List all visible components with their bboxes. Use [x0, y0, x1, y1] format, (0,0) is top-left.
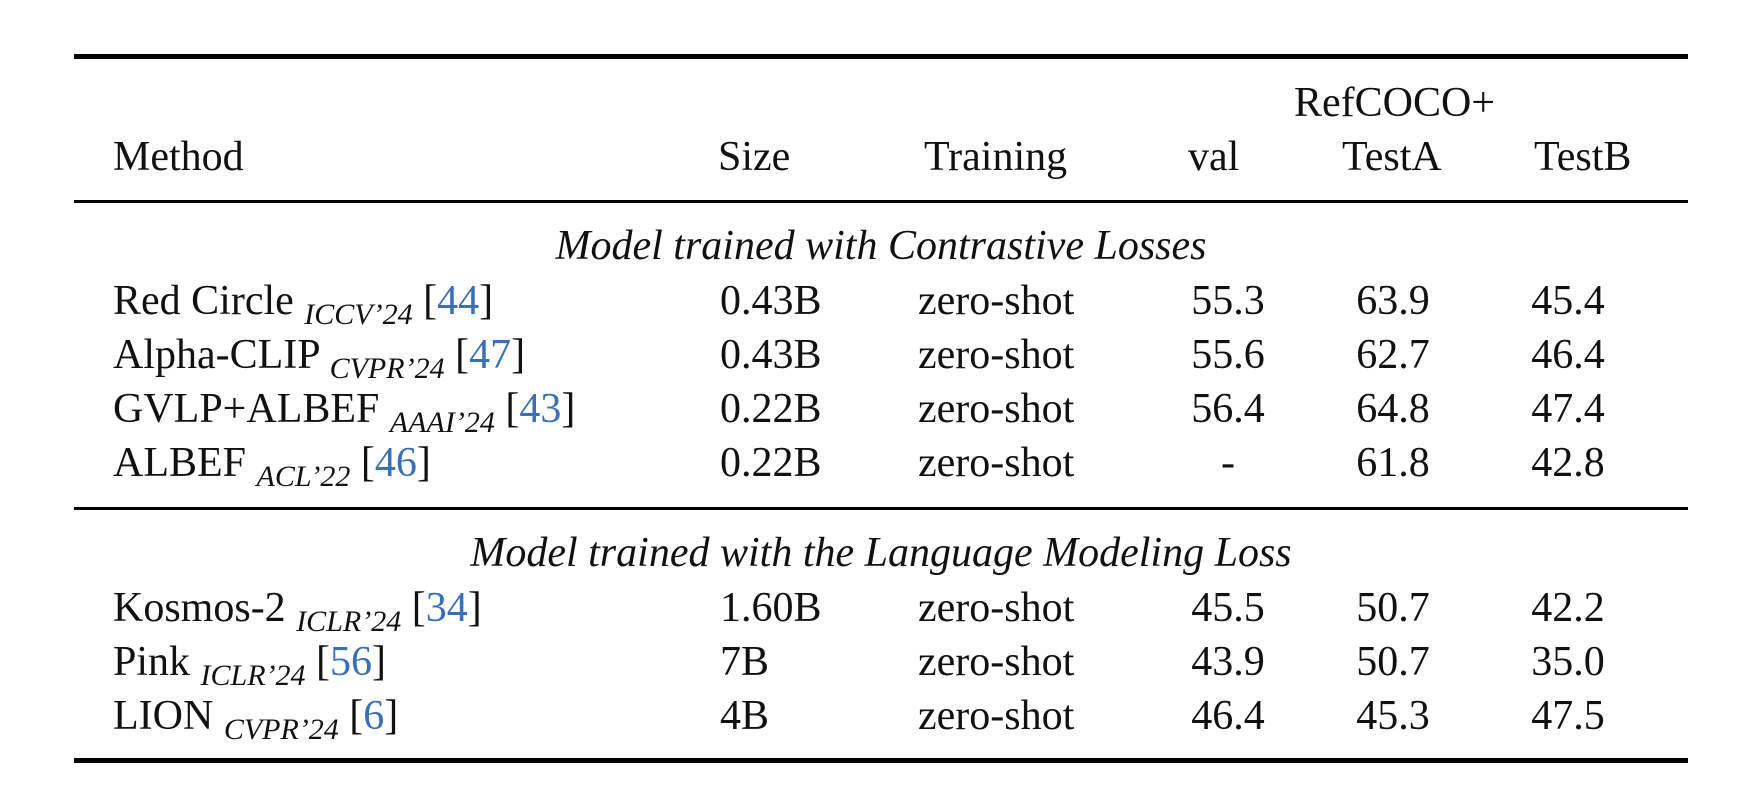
- citation-bracket-open: [: [316, 639, 331, 685]
- training-cell: zero-shot: [918, 639, 1075, 685]
- citation-link[interactable]: 44: [437, 278, 480, 324]
- training-cell: zero-shot: [918, 693, 1075, 739]
- venue-subscript: AAAI’24: [389, 406, 495, 439]
- citation-link[interactable]: 46: [374, 440, 417, 486]
- citation-link[interactable]: 56: [330, 639, 373, 685]
- group-header-refcoco-plus: RefCOCO+: [1294, 80, 1496, 126]
- val-cell: 56.4: [1191, 386, 1265, 432]
- citation-bracket-open: [: [349, 693, 364, 739]
- citation-bracket-close: ]: [511, 332, 526, 378]
- training-cell: zero-shot: [918, 440, 1075, 486]
- method-cell: Alpha-CLIP CVPR’24 [47]: [113, 330, 526, 385]
- testb-cell: 46.4: [1531, 332, 1605, 378]
- testb-cell: 42.2: [1531, 585, 1605, 631]
- val-cell: 46.4: [1191, 693, 1265, 739]
- venue-subscript: ICLR’24: [296, 605, 402, 638]
- size-cell: 0.22B: [720, 386, 822, 432]
- testa-cell: 45.3: [1356, 693, 1430, 739]
- testb-cell: 45.4: [1531, 278, 1605, 324]
- citation-bracket-close: ]: [384, 693, 399, 739]
- citation-link[interactable]: 47: [469, 332, 512, 378]
- method-name: Alpha-CLIP: [113, 332, 320, 378]
- citation-bracket-open: [: [411, 585, 426, 631]
- testb-cell: 47.4: [1531, 386, 1605, 432]
- bottom-rule: [74, 758, 1688, 763]
- val-cell: 55.3: [1191, 278, 1265, 324]
- training-cell: zero-shot: [918, 332, 1075, 378]
- citation-link[interactable]: 34: [425, 585, 468, 631]
- method-cell: GVLP+ALBEF AAAI’24 [43]: [113, 384, 576, 439]
- top-rule: [74, 54, 1688, 59]
- testa-cell: 50.7: [1356, 585, 1430, 631]
- col-header-testa: TestA: [1342, 134, 1442, 180]
- col-header-testb: TestB: [1534, 134, 1632, 180]
- val-cell: 43.9: [1191, 639, 1265, 685]
- venue-subscript: ICCV’24: [304, 298, 413, 331]
- training-cell: zero-shot: [918, 278, 1075, 324]
- method-name: Kosmos-2: [113, 585, 286, 631]
- testb-cell: 42.8: [1531, 440, 1605, 486]
- venue-subscript: CVPR’24: [329, 352, 445, 385]
- training-cell: zero-shot: [918, 585, 1075, 631]
- testa-cell: 63.9: [1356, 278, 1430, 324]
- col-header-training: Training: [924, 134, 1068, 180]
- citation-link[interactable]: 6: [363, 693, 385, 739]
- citation-bracket-open: [: [505, 386, 520, 432]
- col-header-method: Method: [113, 134, 244, 180]
- size-cell: 1.60B: [720, 585, 822, 631]
- section-divider-rule: [74, 507, 1688, 510]
- testa-cell: 64.8: [1356, 386, 1430, 432]
- testa-cell: 62.7: [1356, 332, 1430, 378]
- citation-bracket-close: ]: [467, 585, 482, 631]
- citation-bracket-close: ]: [479, 278, 494, 324]
- size-cell: 4B: [720, 693, 770, 739]
- citation-bracket-close: ]: [416, 440, 431, 486]
- citation-bracket-open: [: [423, 278, 438, 324]
- val-cell: -: [1221, 440, 1235, 486]
- method-name: Pink: [113, 639, 191, 685]
- method-cell: Pink ICLR’24 [56]: [113, 637, 387, 692]
- testa-cell: 61.8: [1356, 440, 1430, 486]
- col-header-size: Size: [718, 134, 791, 180]
- venue-subscript: ICLR’24: [200, 659, 306, 692]
- header-rule: [74, 200, 1688, 203]
- val-cell: 45.5: [1191, 585, 1265, 631]
- method-cell: Kosmos-2 ICLR’24 [34]: [113, 583, 482, 638]
- testb-cell: 47.5: [1531, 693, 1605, 739]
- size-cell: 0.22B: [720, 440, 822, 486]
- method-name: LION: [113, 693, 214, 739]
- citation-link[interactable]: 43: [519, 386, 562, 432]
- method-cell: LION CVPR’24 [6]: [113, 691, 399, 746]
- section-title-language-modeling: Model trained with the Language Modeling…: [470, 530, 1292, 576]
- training-cell: zero-shot: [918, 386, 1075, 432]
- size-cell: 0.43B: [720, 278, 822, 324]
- citation-bracket-close: ]: [372, 639, 387, 685]
- method-cell: Red Circle ICCV’24 [44]: [113, 276, 494, 331]
- method-name: Red Circle: [113, 278, 294, 324]
- citation-bracket-close: ]: [561, 386, 576, 432]
- size-cell: 0.43B: [720, 332, 822, 378]
- venue-subscript: CVPR’24: [223, 713, 339, 746]
- section-title-contrastive: Model trained with Contrastive Losses: [555, 223, 1207, 269]
- col-header-val: val: [1188, 134, 1240, 180]
- method-name: ALBEF: [113, 440, 247, 486]
- method-name: GVLP+ALBEF: [113, 386, 380, 432]
- testa-cell: 50.7: [1356, 639, 1430, 685]
- val-cell: 55.6: [1191, 332, 1265, 378]
- method-cell: ALBEF ACL’22 [46]: [113, 438, 431, 493]
- citation-bracket-open: [: [455, 332, 470, 378]
- citation-bracket-open: [: [360, 440, 375, 486]
- testb-cell: 35.0: [1531, 639, 1605, 685]
- size-cell: 7B: [720, 639, 770, 685]
- venue-subscript: ACL’22: [256, 460, 351, 493]
